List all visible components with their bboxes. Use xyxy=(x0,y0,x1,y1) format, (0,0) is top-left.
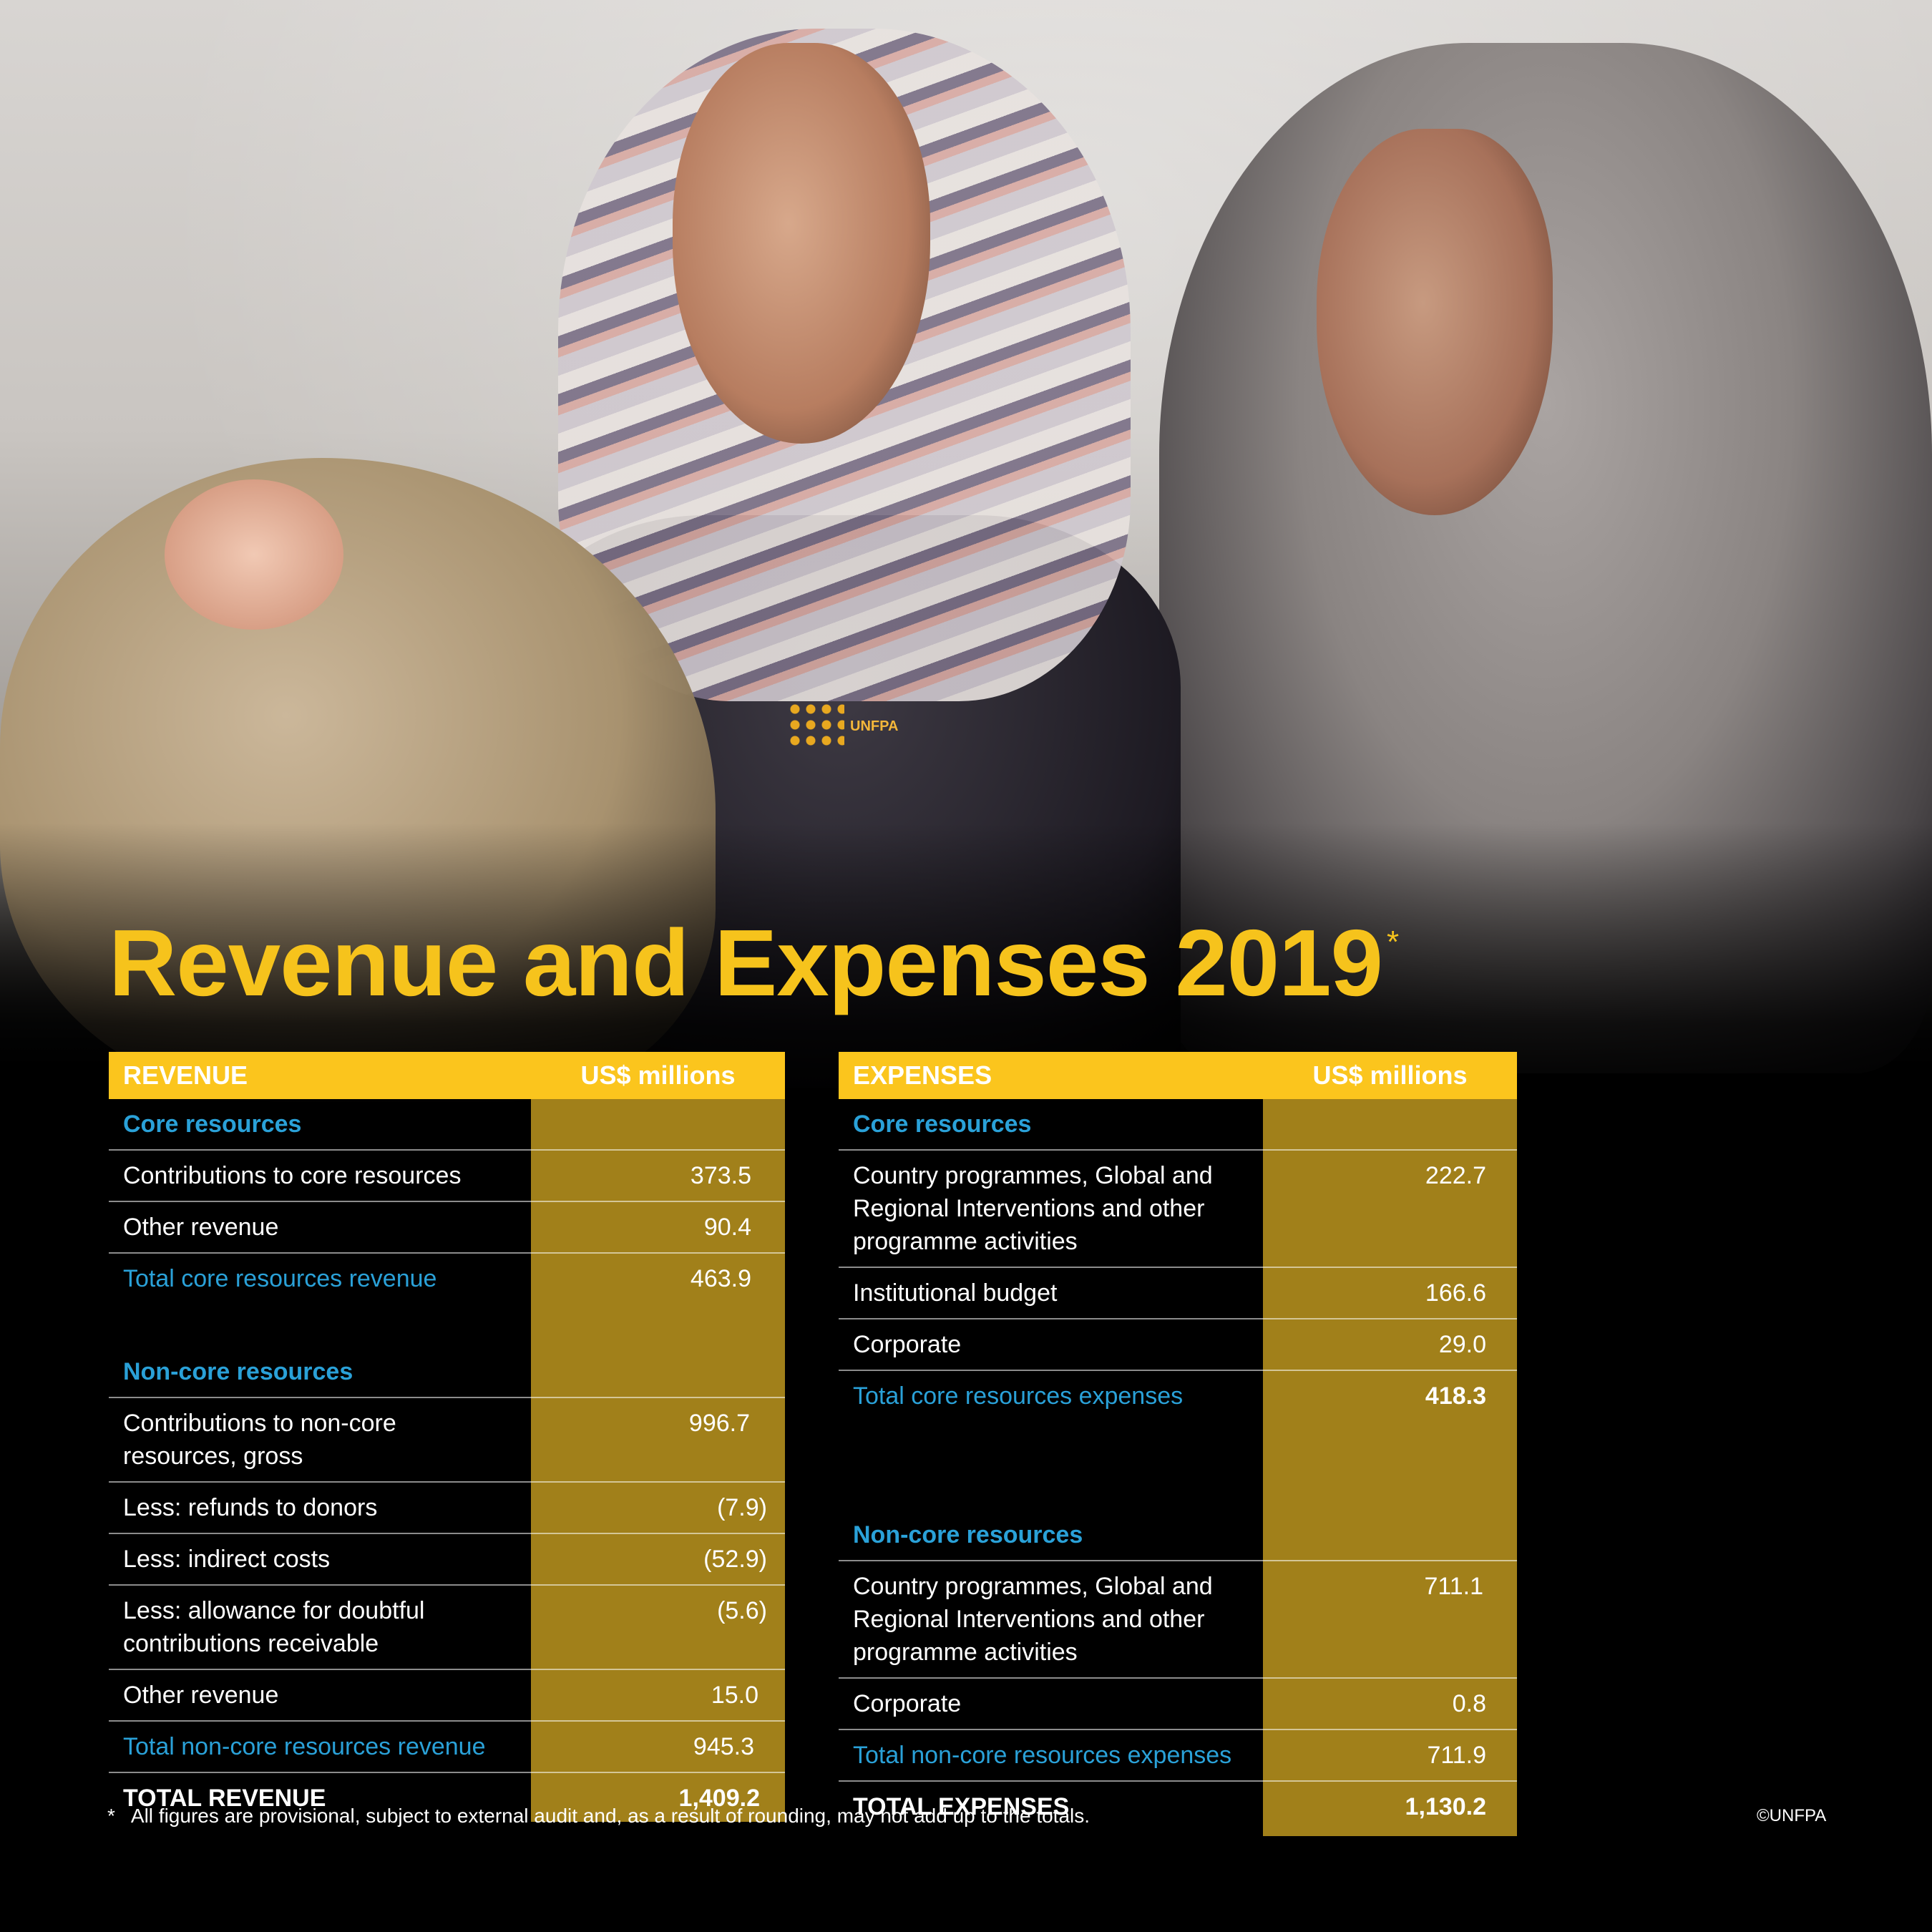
row-label: Corporate xyxy=(853,1690,962,1717)
expenses-core-section: Core resources xyxy=(839,1099,1517,1151)
photo-credit: ©UNFPA xyxy=(1757,1806,1827,1825)
footnote: * All figures are provisional, subject to… xyxy=(107,1805,1090,1828)
expenses-core-section-label: Core resources xyxy=(853,1111,1032,1138)
revenue-header-unit: US$ millions xyxy=(580,1060,736,1090)
row-value: 711.9 xyxy=(1427,1742,1486,1769)
expenses-value-column xyxy=(1263,1099,1517,1836)
table-row: Corporate 0.8 xyxy=(839,1679,1517,1730)
table-row: Country programmes, Global and Regional … xyxy=(839,1151,1517,1268)
footnote-asterisk: * xyxy=(107,1805,115,1827)
row-value: 29.0 xyxy=(1438,1331,1486,1358)
row-value: 463.9 xyxy=(690,1265,751,1292)
expenses-header: EXPENSES US$ millions xyxy=(839,1052,1517,1099)
row-label: Corporate xyxy=(853,1331,962,1358)
page-title: Revenue and Expenses 2019 * xyxy=(109,909,1399,1017)
table-row: Less: refunds to donors (7.9) xyxy=(109,1483,785,1534)
table-row-total-noncore: Total non-core resources revenue 945.3 xyxy=(109,1722,785,1773)
table-row: Contributions to non-core resources, gro… xyxy=(109,1398,785,1483)
table-row: Country programmes, Global and Regional … xyxy=(839,1561,1517,1679)
table-row-total-core: Total core resources expenses 418.3 xyxy=(839,1371,1517,1510)
row-value: 0.8 xyxy=(1452,1690,1486,1717)
table-row: Contributions to core resources 373.5 xyxy=(109,1151,785,1202)
revenue-header: REVENUE US$ millions xyxy=(109,1052,785,1099)
row-label: Total non-core resources revenue xyxy=(123,1733,486,1760)
table-row-grand-total: TOTAL EXPENSES 1,130.2 xyxy=(839,1782,1517,1836)
row-value: 90.4 xyxy=(703,1214,751,1241)
row-value: (7.9) xyxy=(717,1494,767,1521)
row-value: 222.7 xyxy=(1425,1162,1486,1189)
row-label: Other revenue xyxy=(123,1682,279,1709)
row-label: Total core resources expenses xyxy=(853,1382,1184,1410)
row-value: 945.3 xyxy=(693,1733,754,1760)
row-label: Less: indirect costs xyxy=(123,1546,331,1573)
revenue-noncore-section: Non-core resources xyxy=(109,1347,785,1398)
row-label: Institutional budget xyxy=(853,1279,1058,1307)
table-row: Less: allowance for doubtful contributio… xyxy=(109,1586,785,1670)
title-asterisk: * xyxy=(1386,924,1399,960)
row-value: (5.6) xyxy=(717,1597,767,1624)
table-row-total-core: Total core resources revenue 463.9 xyxy=(109,1254,785,1347)
expenses-header-label: EXPENSES xyxy=(853,1060,992,1090)
table-row: Less: indirect costs (52.9) xyxy=(109,1534,785,1586)
photo-woman-center-face xyxy=(673,43,930,444)
revenue-core-section-label: Core resources xyxy=(123,1111,302,1138)
revenue-body: Core resources Contributions to core res… xyxy=(109,1099,785,1822)
row-value: 996.7 xyxy=(688,1410,750,1437)
table-row: Other revenue 90.4 xyxy=(109,1202,785,1254)
expenses-noncore-section: Non-core resources xyxy=(839,1510,1517,1561)
footnote-text: All figures are provisional, subject to … xyxy=(130,1805,1091,1827)
table-row: Other revenue 15.0 xyxy=(109,1670,785,1722)
table-row-total-noncore: Total non-core resources expenses 711.9 xyxy=(839,1730,1517,1782)
page-title-text: Revenue and Expenses 2019 xyxy=(109,910,1383,1015)
table-row: Corporate 29.0 xyxy=(839,1319,1517,1371)
expenses-header-unit: US$ millions xyxy=(1312,1060,1468,1090)
revenue-value-column xyxy=(531,1099,785,1822)
expenses-table: EXPENSES US$ millions Core resources Cou… xyxy=(839,1052,1517,1836)
unfpa-logo: UNFPA xyxy=(787,698,930,755)
row-value: 166.6 xyxy=(1425,1279,1486,1307)
logo-dots-icon xyxy=(787,701,844,751)
row-value: (52.9) xyxy=(703,1546,767,1573)
photo-baby-face xyxy=(165,479,343,630)
table-row: Institutional budget 166.6 xyxy=(839,1268,1517,1319)
row-label: Other revenue xyxy=(123,1214,279,1241)
photo-woman-right-face xyxy=(1317,129,1553,515)
row-value: 15.0 xyxy=(711,1682,758,1709)
revenue-table: REVENUE US$ millions Core resources Cont… xyxy=(109,1052,785,1822)
row-label: Less: allowance for doubtful contributio… xyxy=(123,1597,425,1657)
row-label: TOTAL REVENUE xyxy=(123,1785,326,1812)
revenue-header-label: REVENUE xyxy=(123,1060,248,1090)
row-value: 711.1 xyxy=(1424,1573,1483,1600)
row-label: Country programmes, Global and Regional … xyxy=(853,1573,1213,1666)
row-label: Total core resources revenue xyxy=(123,1265,437,1292)
row-label: Contributions to core resources xyxy=(123,1162,462,1189)
row-value: 1,130.2 xyxy=(1405,1793,1486,1820)
row-label: TOTAL EXPENSES xyxy=(853,1793,1070,1820)
revenue-noncore-section-label: Non-core resources xyxy=(123,1358,353,1385)
row-label: Contributions to non-core resources, gro… xyxy=(123,1410,396,1470)
table-row-grand-total: TOTAL REVENUE 1,409.2 xyxy=(109,1773,785,1822)
row-value: 1,409.2 xyxy=(678,1785,760,1812)
revenue-core-section: Core resources xyxy=(109,1099,785,1151)
expenses-noncore-section-label: Non-core resources xyxy=(853,1521,1083,1548)
row-label: Country programmes, Global and Regional … xyxy=(853,1162,1213,1255)
row-value: 373.5 xyxy=(690,1162,751,1189)
row-label: Total non-core resources expenses xyxy=(853,1742,1232,1769)
logo-text: UNFPA xyxy=(850,718,899,734)
expenses-body: Core resources Country programmes, Globa… xyxy=(839,1099,1517,1836)
row-label: Less: refunds to donors xyxy=(123,1494,378,1521)
row-value: 418.3 xyxy=(1425,1382,1486,1410)
